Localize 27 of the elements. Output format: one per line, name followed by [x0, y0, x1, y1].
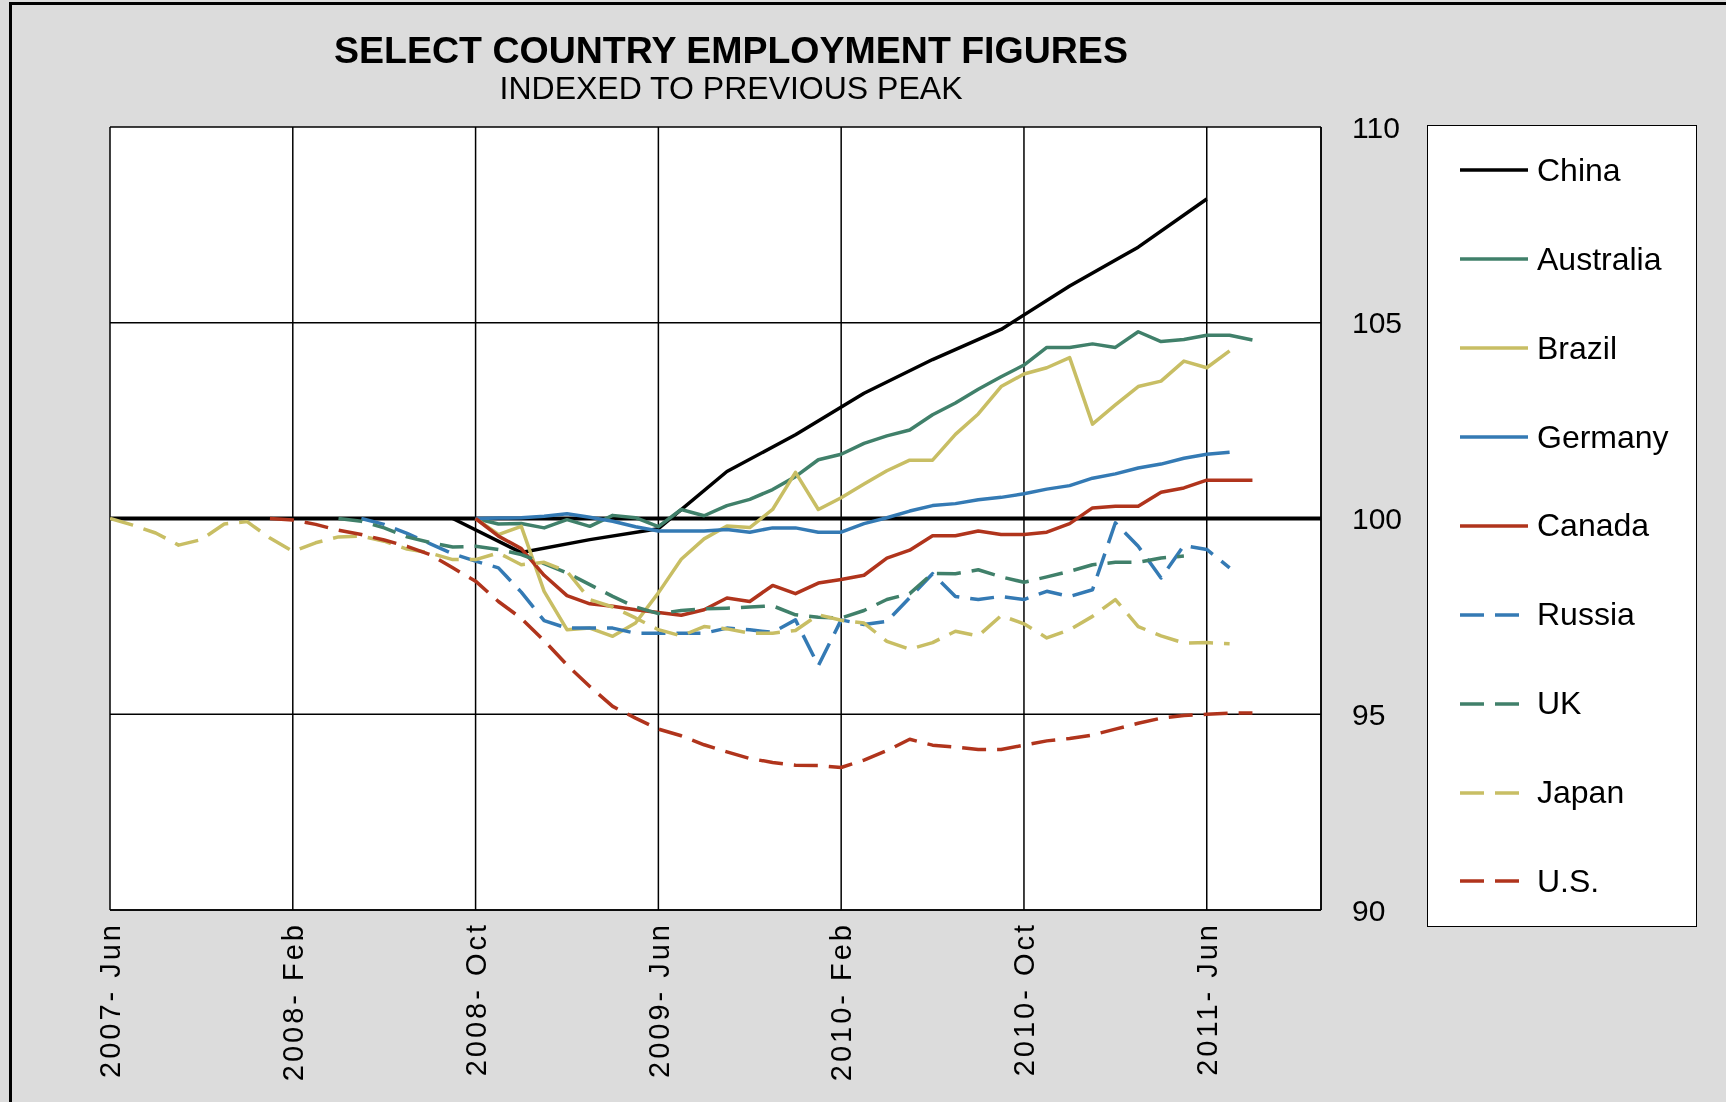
x-tick-label: 2011- Jun: [1190, 922, 1223, 1076]
legend-label: Russia: [1537, 596, 1635, 634]
line-series: [268, 516, 1255, 770]
x-tick-label: 2009- Jun: [642, 922, 675, 1078]
legend-label: China: [1537, 151, 1621, 189]
legend-label: Australia: [1537, 240, 1662, 278]
line-series: [473, 478, 1255, 617]
chart-subtitle: INDEXED TO PREVIOUS PEAK: [498, 70, 964, 106]
legend-label: Germany: [1537, 418, 1669, 456]
y-tick-label: 95: [1352, 697, 1386, 731]
x-tick-label: 2008- Feb: [276, 922, 309, 1082]
x-tick-label: 2010- Oct: [1008, 922, 1041, 1077]
legend-label: Japan: [1537, 774, 1625, 812]
chart-title: SELECT COUNTRY EMPLOYMENT FIGURES: [333, 29, 1129, 71]
legend-label: Brazil: [1537, 329, 1618, 367]
legend-label: Canada: [1537, 507, 1650, 545]
y-tick-label: 90: [1352, 893, 1386, 927]
y-tick-label: 105: [1352, 306, 1403, 340]
y-tick-label: 100: [1352, 502, 1403, 535]
legend-label: UK: [1537, 685, 1582, 723]
x-tick-label: 2010- Feb: [825, 922, 858, 1082]
x-tick-label: 2007- Jun: [94, 922, 127, 1078]
legend-label: U.S.: [1537, 862, 1600, 900]
line-series: [359, 516, 1232, 668]
x-tick-label: 2008- Oct: [459, 922, 492, 1077]
y-tick-label: 110: [1352, 110, 1400, 144]
line-series: [336, 516, 1186, 620]
